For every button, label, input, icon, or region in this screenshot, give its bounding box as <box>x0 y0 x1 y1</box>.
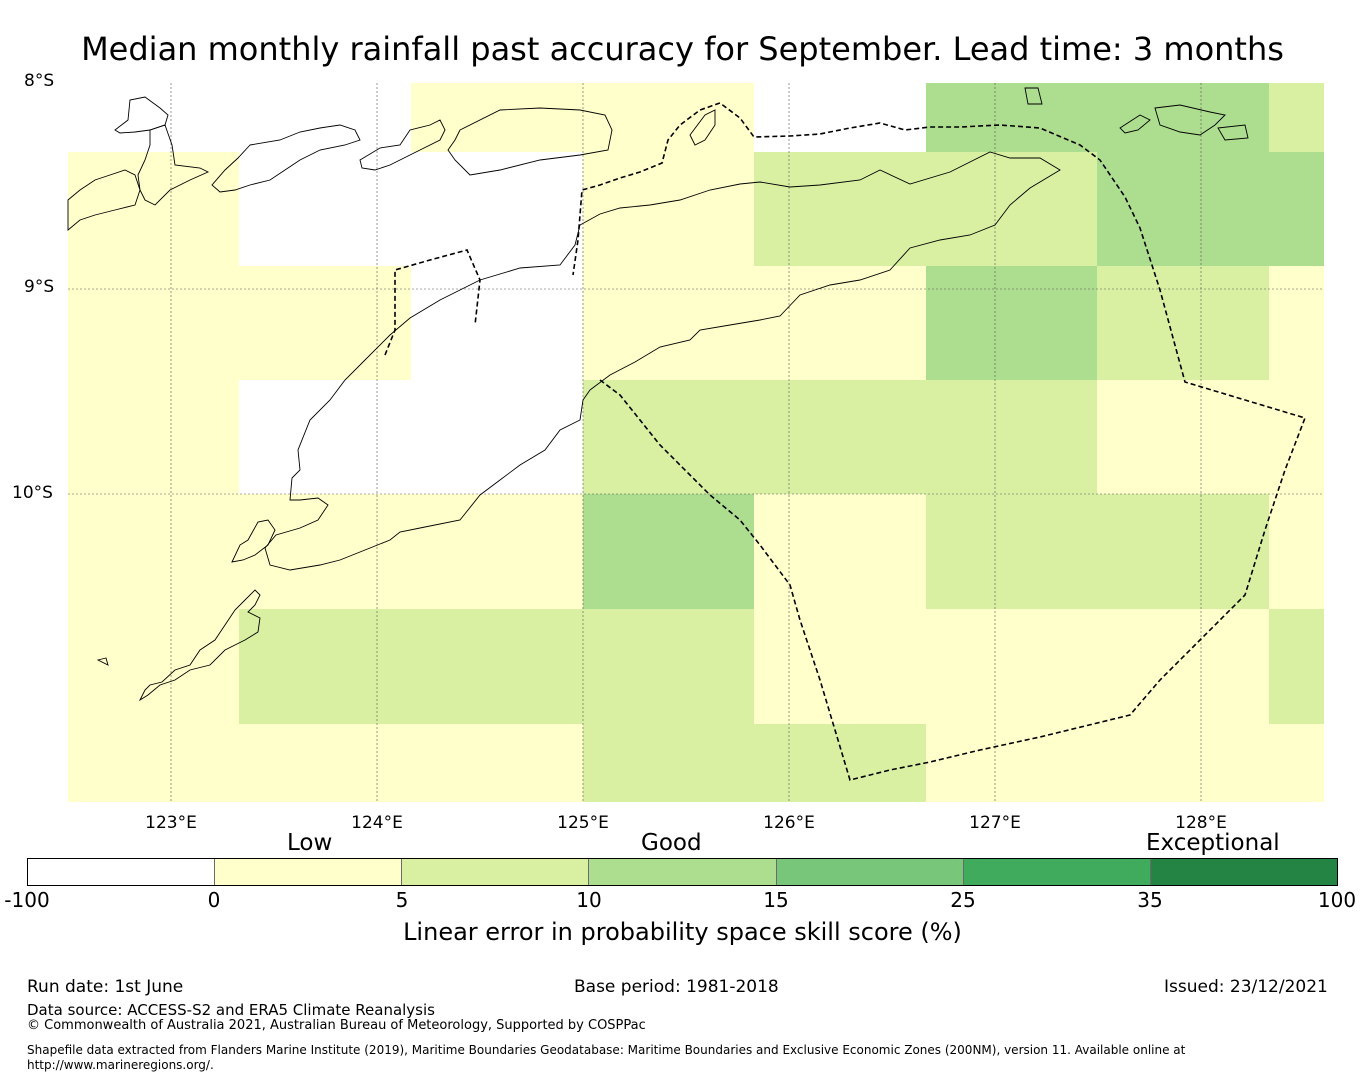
shapefile-credit: Shapefile data extracted from Flanders M… <box>27 1043 1186 1057</box>
skill-grid-cell <box>68 494 583 609</box>
lon-label-126e: 126°E <box>763 813 815 833</box>
colorbar <box>27 858 1338 886</box>
skill-grid-cell <box>583 724 926 802</box>
skill-grid-cell <box>926 494 1269 609</box>
colorbar-tick: -100 <box>4 888 50 912</box>
colorbar-segment <box>776 859 964 885</box>
graticule <box>68 83 1324 802</box>
skill-grid-cell <box>239 609 754 724</box>
skill-grid-cell <box>754 83 926 152</box>
colorbar-segment <box>589 859 777 885</box>
colorbar-tick: 100 <box>1317 888 1357 912</box>
chart-title: Median monthly rainfall past accuracy fo… <box>81 30 1284 68</box>
colorbar-segment <box>963 859 1151 885</box>
lat-label-9s: 9°S <box>24 277 55 297</box>
skill-map <box>67 83 1324 802</box>
colorbar-label: Linear error in probability space skill … <box>403 918 962 946</box>
colorbar-tick: 0 <box>207 888 221 912</box>
quality-label-low: Low <box>287 830 333 856</box>
skill-grid-cell <box>411 83 754 152</box>
skill-grid-cell <box>754 152 1097 266</box>
skill-grid-cell <box>1097 380 1324 494</box>
skill-grid-cell <box>754 494 926 609</box>
colorbar-tick: 35 <box>1137 888 1163 912</box>
skill-grid-cell <box>68 380 239 494</box>
quality-label-exceptional: Exceptional <box>1146 830 1280 856</box>
skill-grid-cell <box>1097 266 1269 380</box>
skill-grid-cell <box>583 380 1097 494</box>
skill-grid-cell <box>239 152 583 266</box>
colorbar-tick: 5 <box>395 888 409 912</box>
run-date: Run date: 1st June <box>27 977 184 997</box>
lon-label-128e: 128°E <box>1175 813 1227 833</box>
colorbar-segment <box>215 859 403 885</box>
lon-label-125e: 125°E <box>557 813 609 833</box>
skill-grid-cell <box>68 724 583 802</box>
skill-grid-cell <box>583 494 754 609</box>
skill-grid-cell <box>926 724 1324 802</box>
colorbar-tick: 25 <box>950 888 976 912</box>
skill-grid-cell <box>926 266 1097 380</box>
lat-label-10s: 10°S <box>12 483 53 503</box>
skill-grid-cell <box>68 609 239 724</box>
colorbar-segment <box>28 859 216 885</box>
lon-label-127e: 127°E <box>969 813 1021 833</box>
skill-grid-cell <box>68 266 411 380</box>
copyright-notice: © Commonwealth of Australia 2021, Austra… <box>27 1018 646 1033</box>
skill-grid-cell <box>239 380 583 494</box>
skill-grid-cell <box>411 266 583 380</box>
colorbar-tick: 10 <box>576 888 602 912</box>
skill-grid-cell <box>1097 152 1324 266</box>
skill-grid-cell <box>68 152 239 266</box>
quality-label-good: Good <box>641 830 702 856</box>
issued-date: Issued: 23/12/2021 <box>1164 977 1328 997</box>
skill-grid-cell <box>1269 266 1324 380</box>
colorbar-tick: 15 <box>763 888 789 912</box>
coastline <box>67 87 1249 702</box>
eez-boundary <box>384 102 1307 781</box>
colorbar-segment <box>1150 859 1337 885</box>
skill-grid-cell <box>1269 609 1324 724</box>
skill-grid-cell <box>1269 83 1324 152</box>
data-source: Data source: ACCESS-S2 and ERA5 Climate … <box>27 1001 435 1019</box>
lat-label-8s: 8°S <box>24 71 55 91</box>
lon-label-124e: 124°E <box>351 813 403 833</box>
skill-grid-cell <box>583 266 926 380</box>
skill-grid-cell <box>583 152 754 266</box>
skill-grid-cell <box>926 83 1269 152</box>
skill-grid-cell <box>68 83 411 152</box>
base-period: Base period: 1981-2018 <box>574 977 779 997</box>
lon-label-123e: 123°E <box>145 813 197 833</box>
skill-grid-cell <box>754 609 1269 724</box>
shapefile-url: http://www.marineregions.org/. <box>27 1058 214 1072</box>
skill-grid <box>68 83 1324 802</box>
colorbar-segment <box>402 859 590 885</box>
skill-grid-cell <box>1269 494 1324 609</box>
